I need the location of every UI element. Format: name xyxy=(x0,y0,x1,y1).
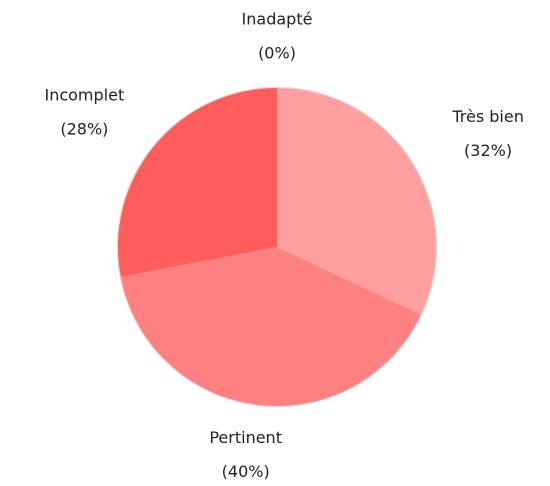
pie-outline xyxy=(116,86,438,408)
slice-label: Incomplet xyxy=(44,86,124,105)
slice-value-label: (28%) xyxy=(60,120,108,139)
pie-slice xyxy=(277,88,436,315)
slice-value-label: (32%) xyxy=(464,141,512,160)
pie-slice xyxy=(117,88,277,277)
slice-value-label: (0%) xyxy=(258,44,296,63)
pie-slice xyxy=(120,247,421,406)
slice-label: Pertinent xyxy=(209,428,282,447)
slice-value-label: (40%) xyxy=(222,462,270,481)
slice-label: Très bien xyxy=(451,107,524,126)
slice-label: Inadapté xyxy=(242,10,313,29)
